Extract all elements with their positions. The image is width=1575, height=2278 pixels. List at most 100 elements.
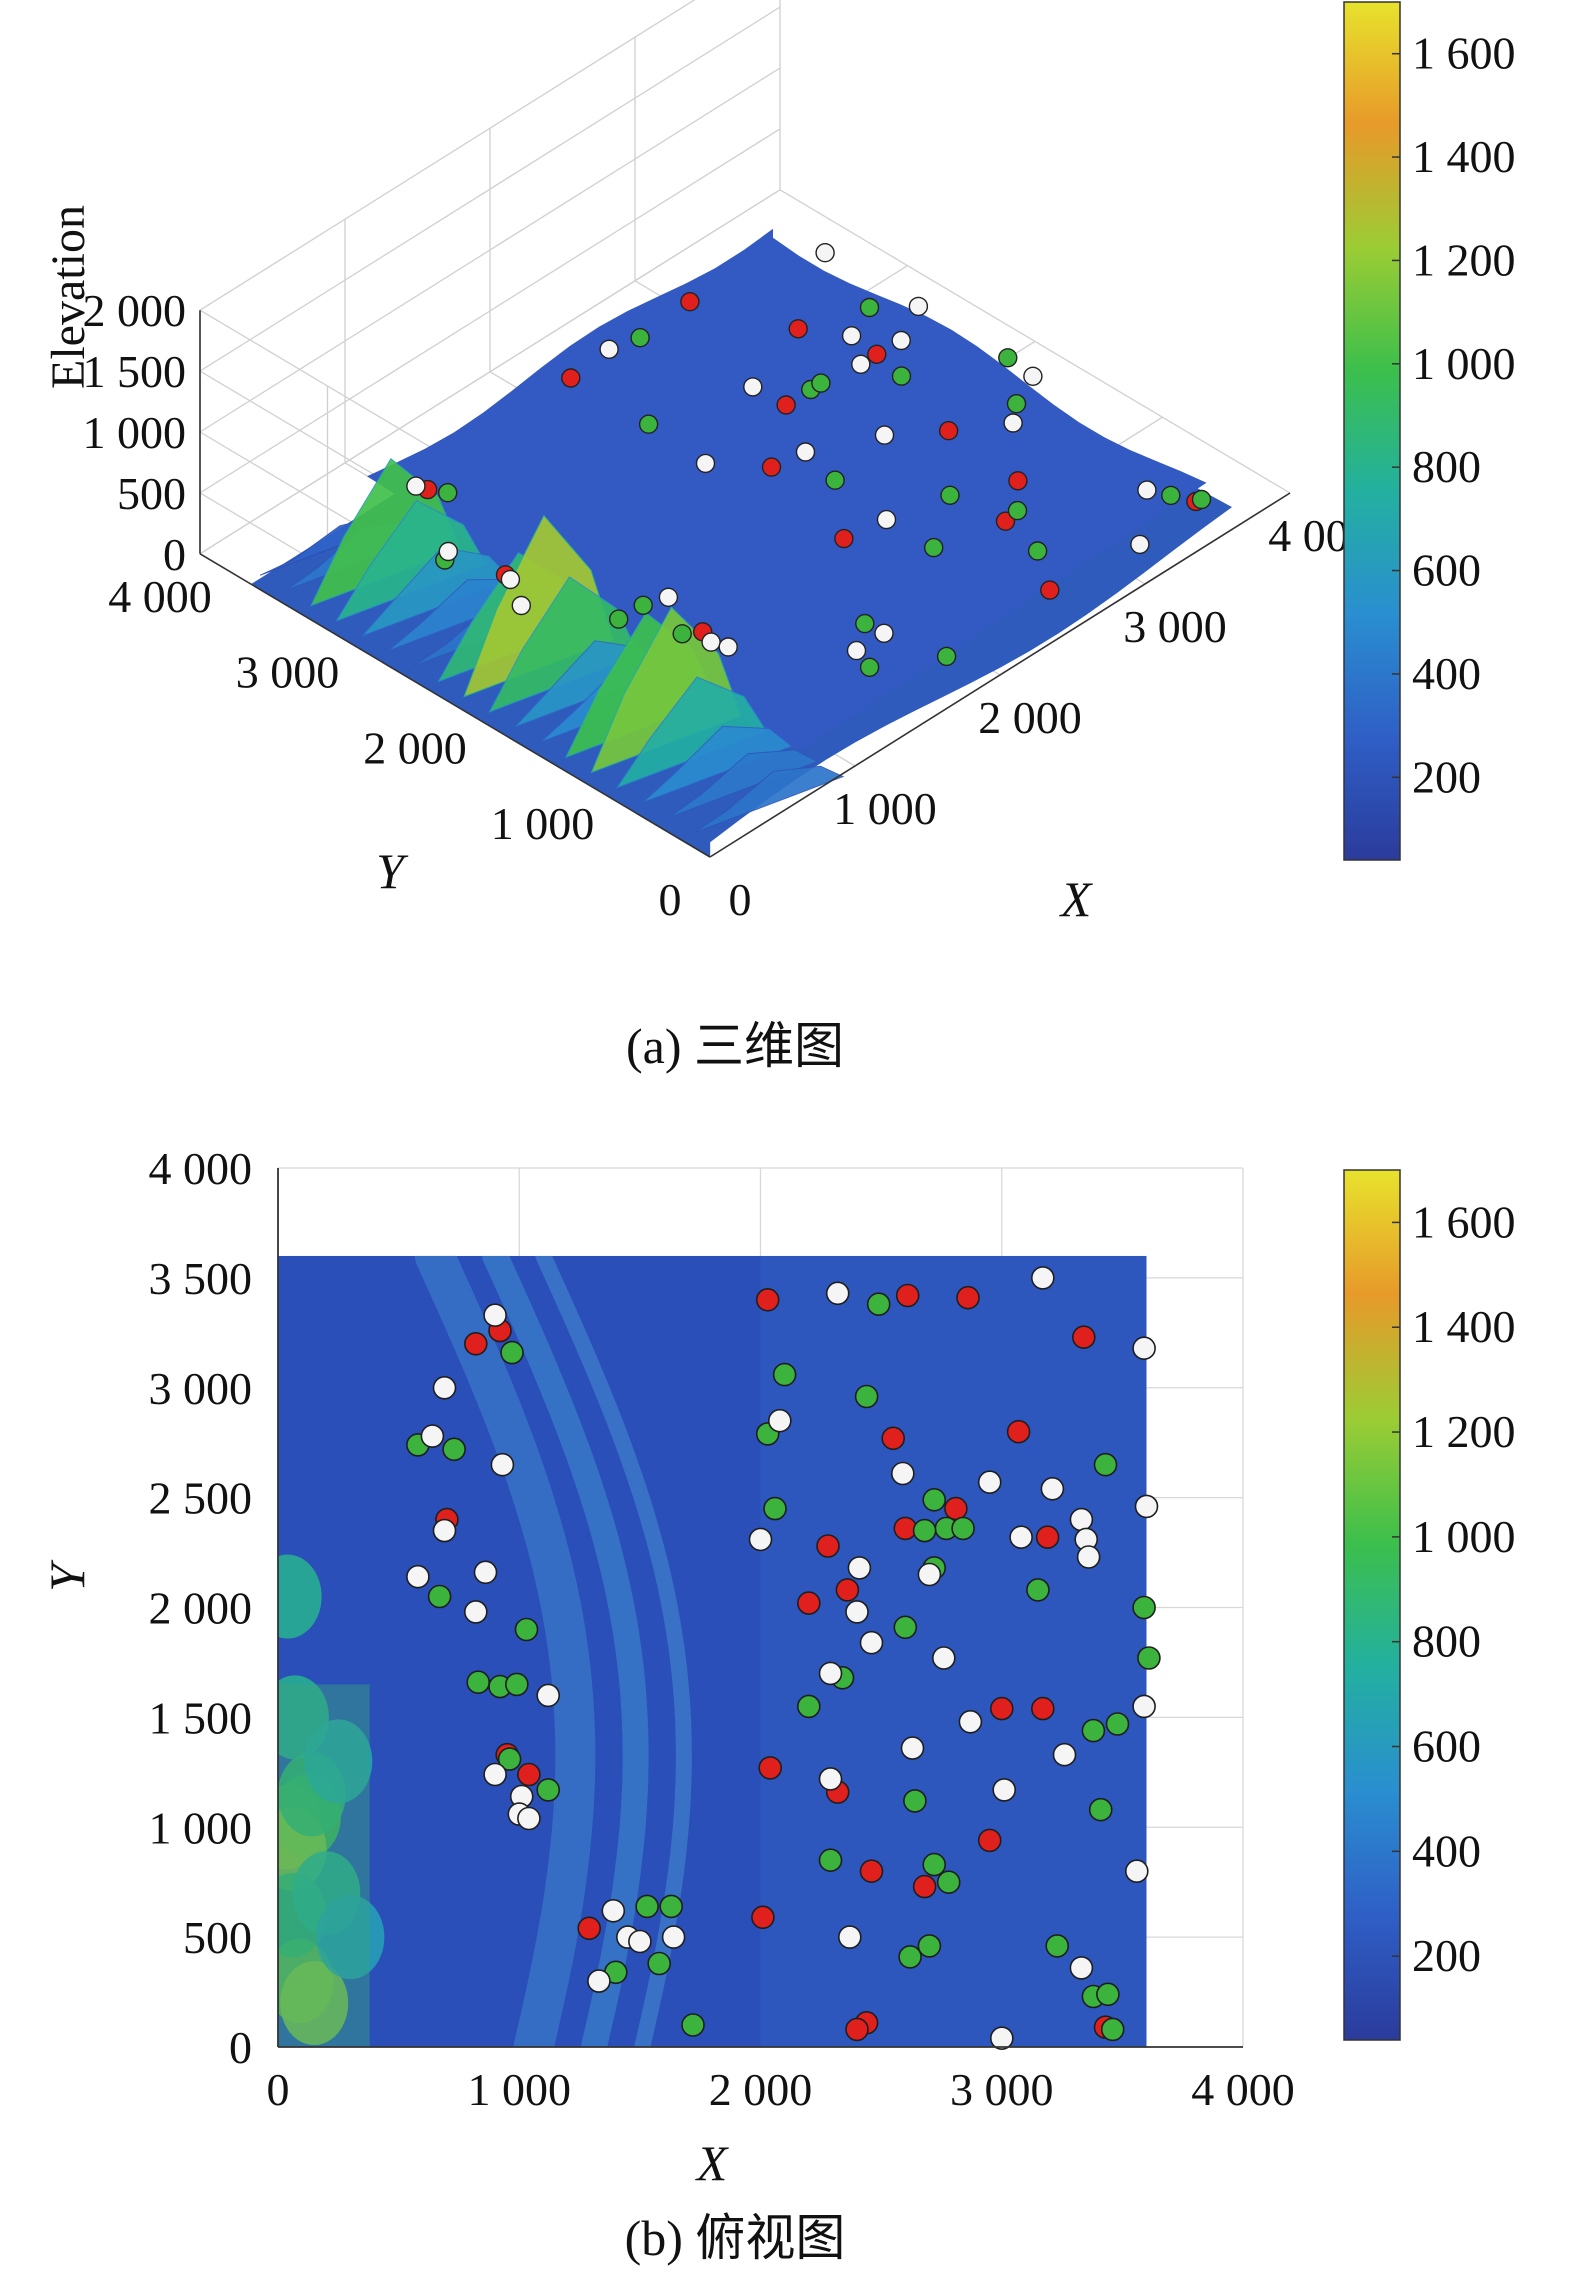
point-3d-green: [1161, 485, 1181, 506]
point-white: [837, 1925, 862, 1949]
point-red: [517, 1762, 541, 1787]
point-3d-white: [406, 476, 426, 496]
point-3d-green: [825, 470, 845, 490]
point-3d-white: [874, 623, 894, 643]
point-green: [681, 2013, 705, 2037]
point-red: [859, 1859, 884, 1883]
point-3d-green: [940, 485, 960, 505]
point-green: [1081, 1718, 1106, 1743]
x-tick-label: 1 000: [468, 2064, 572, 2115]
point-white: [1134, 1494, 1159, 1519]
surface-plateau: [367, 228, 1207, 751]
point-white: [818, 1767, 843, 1791]
point-white: [767, 1408, 792, 1433]
z-tick-label: 500: [117, 468, 186, 519]
y-tick-label-3d: 3 000: [236, 647, 340, 698]
point-white: [1132, 1336, 1156, 1360]
map-high-area: [304, 1719, 373, 1804]
point-green: [893, 1615, 918, 1640]
z-tick-label: 2 000: [83, 285, 187, 336]
point-white: [1040, 1477, 1065, 1501]
point-3d-white: [891, 330, 911, 351]
point-3d-green: [891, 366, 912, 386]
y-tick-label: 3 000: [149, 1363, 253, 1414]
x-tick-label: 4 000: [1191, 2064, 1295, 2115]
point-green: [442, 1437, 466, 1462]
point-white: [601, 1899, 626, 1923]
colorbar-a-tick-label: 800: [1412, 441, 1481, 492]
x-axis-label-3d: X: [1059, 871, 1094, 927]
point-3d-red: [834, 528, 854, 549]
point-green: [1026, 1578, 1050, 1602]
point-white: [536, 1683, 561, 1708]
map-west-slope: [278, 1684, 370, 2047]
x-tick-label: 3 000: [950, 2064, 1054, 2115]
point-3d-white: [701, 632, 721, 652]
colorbar-a-tick-label: 400: [1412, 648, 1481, 699]
elevation-map-clip: [278, 1255, 1147, 2047]
point-3d-white: [718, 637, 738, 657]
elevation-map: [278, 1255, 1147, 2047]
panel-b-axes: [277, 1168, 1243, 2048]
point-3d-white: [599, 339, 619, 359]
map-high-area: [280, 1961, 349, 2046]
point-green: [796, 1694, 821, 1719]
colorbar-a-tick-label: 1 400: [1412, 131, 1516, 182]
point-white: [517, 1806, 541, 1831]
panel-b-tick-labels: 0 1 000 2 000 3 000 4 000 0 500 1 000 1 500 2 000…: [149, 1143, 1295, 2115]
point-3d-red: [776, 395, 796, 415]
point-green: [1096, 1982, 1120, 2007]
colorbar-b-tick-label: 1 000: [1412, 1511, 1516, 1562]
point-3d-green: [924, 537, 944, 558]
point-white: [490, 1452, 515, 1477]
point-red: [944, 1496, 968, 1521]
point-red: [912, 1874, 937, 1899]
y-tick-label: 2 000: [149, 1583, 253, 1634]
point-green: [635, 1894, 659, 1919]
point-red: [463, 1332, 488, 1356]
point-green: [514, 1617, 539, 1642]
point-white: [483, 1303, 507, 1327]
point-3d-green: [638, 414, 659, 434]
point-red: [835, 1578, 860, 1602]
x-tick-label-3d: 2 000: [978, 692, 1082, 743]
point-white: [859, 1630, 884, 1655]
point-white: [420, 1424, 445, 1448]
point-green: [1088, 1797, 1113, 1822]
point-white: [473, 1560, 498, 1585]
point-white: [406, 1564, 430, 1589]
point-3d-green: [855, 613, 875, 634]
point-white: [1076, 1545, 1101, 1569]
point-3d-white: [438, 541, 458, 562]
point-white: [432, 1376, 457, 1400]
y-tick-label: 0: [229, 2022, 252, 2073]
panel-top-view: 0 1 000 2 000 3 000 4 000 0 500 1 000 1 500 2 000…: [39, 1143, 1516, 2266]
point-3d-white: [908, 296, 929, 317]
x-tick-label-3d: 3 000: [1123, 601, 1227, 652]
point-red: [1072, 1325, 1096, 1349]
point-white: [847, 1556, 872, 1580]
x-axis-line-3d: [709, 492, 1291, 858]
point-white: [977, 1470, 1002, 1494]
point-white: [587, 1969, 611, 1993]
surface: [251, 228, 1232, 857]
point-3d-red: [680, 292, 700, 312]
point-3d-green: [859, 657, 880, 677]
point-red: [977, 1828, 1002, 1853]
point-3d-green: [936, 646, 957, 667]
x-tick-label-3d: 1 000: [833, 783, 937, 834]
point-red: [989, 1696, 1014, 1721]
gridline: [199, 67, 781, 433]
point-green: [818, 1848, 843, 1872]
colorbar-a-tick-label: 1 600: [1412, 28, 1516, 79]
y-tick-label: 500: [183, 1912, 252, 1963]
point-3d-green: [438, 483, 458, 503]
panel-b-points: [406, 1266, 1161, 2050]
point-3d-white: [851, 354, 871, 374]
colorbar-a-tick-label: 1 000: [1412, 338, 1516, 389]
point-3d-white: [511, 595, 531, 616]
point-3d-white: [695, 453, 716, 474]
y-axis-label-3d: Y: [376, 843, 409, 899]
point-red: [796, 1591, 821, 1615]
point-white: [628, 1929, 652, 1954]
